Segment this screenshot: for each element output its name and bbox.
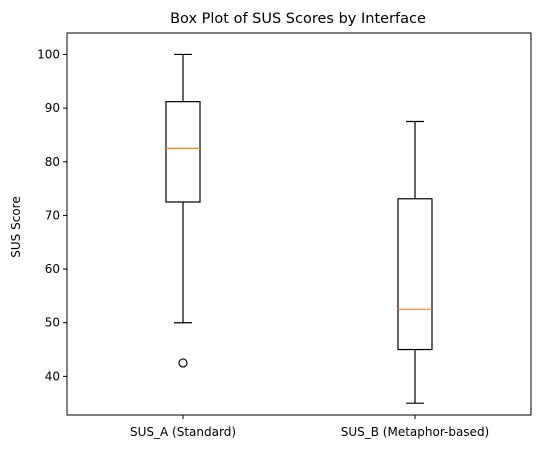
box-iqr [165, 101, 201, 203]
y-tick-label: 60 [45, 262, 60, 276]
y-tick-label: 100 [37, 47, 60, 61]
chart-title: Box Plot of SUS Scores by Interface [170, 11, 426, 27]
y-axis-label: SUS Score [9, 196, 23, 257]
y-tick-label: 70 [45, 208, 60, 222]
y-tick-label: 90 [45, 101, 60, 115]
x-tick-label: SUS_A (Standard) [130, 425, 236, 439]
plot-frame [66, 32, 532, 416]
x-tick-label: SUS_B (Metaphor-based) [341, 425, 490, 439]
box-iqr [397, 198, 433, 351]
plot-area: 40 50 60 70 80 90 100 SUS_A (Standard) SUS_B (Me… [37, 32, 532, 439]
y-tick-label: 80 [45, 155, 60, 169]
y-tick-label: 40 [45, 369, 60, 383]
outlier-point [178, 358, 188, 368]
y-tick-label: 50 [45, 316, 60, 330]
